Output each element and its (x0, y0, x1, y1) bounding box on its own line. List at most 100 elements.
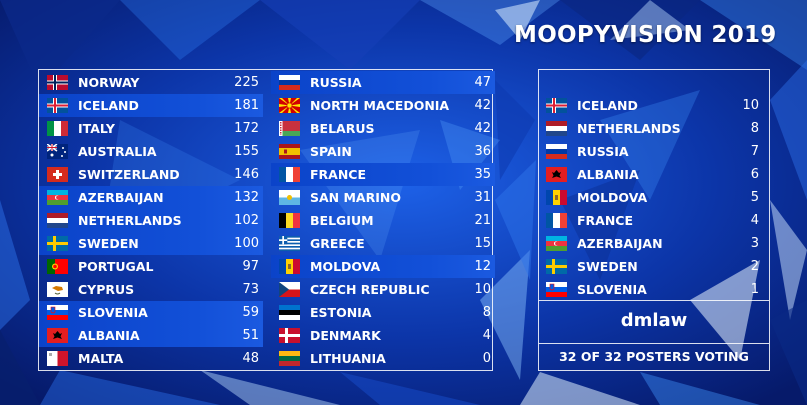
scoreboard-row: DENMARK 4 (271, 324, 495, 347)
malta-flag-icon (47, 351, 68, 366)
russia-flag-icon (279, 75, 300, 90)
scoreboard-row: 7RUSSIA47 (271, 71, 495, 94)
estonia-flag-icon (279, 305, 300, 320)
scoreboard-row: GREECE 15 (271, 232, 495, 255)
belgium-flag-icon (279, 213, 300, 228)
points-given-row: MOLDOVA 5 (539, 186, 769, 209)
country-name: LITHUANIA (310, 351, 386, 366)
netherlands-flag-icon (47, 213, 68, 228)
italy-flag-icon (47, 121, 68, 136)
country-name: ICELAND (78, 98, 139, 113)
country-name: NORTH MACEDONIA (310, 98, 450, 113)
iceland-flag-icon (47, 98, 68, 113)
points-given-row: ICELAND 10 (539, 94, 769, 117)
total-score: 15 (474, 236, 491, 251)
scoreboard-row: 1SLOVENIA59 (39, 301, 263, 324)
country-name: NETHERLANDS (577, 121, 681, 136)
scoreboard-row: 10ICELAND181 (39, 94, 263, 117)
total-score: 59 (242, 305, 259, 320)
total-score: 47 (474, 75, 491, 90)
points-given-row: ALBANIA 6 (539, 163, 769, 186)
voting-panel: ICELAND 10 NETHERLANDS 8 RUSSIA 7 ALBANIA 6 MOLD… (538, 69, 770, 371)
total-score: 42 (474, 121, 491, 136)
scoreboard-row: 4FRANCE35 (271, 163, 495, 186)
points-given-row: FRANCE 4 (539, 209, 769, 232)
country-name: NORWAY (78, 75, 140, 90)
points-value: 10 (742, 98, 759, 113)
scoreboard-row: MALTA 48 (39, 347, 263, 370)
czech-republic-flag-icon (279, 282, 300, 297)
denmark-flag-icon (279, 328, 300, 343)
total-score: 10 (474, 282, 491, 297)
country-name: ITALY (78, 121, 115, 136)
country-name: GREECE (310, 236, 365, 251)
page-title: MOOPYVISION 2019 (514, 22, 777, 48)
points-value: 7 (750, 144, 759, 159)
country-name: SPAIN (310, 144, 352, 159)
country-name: AUSTRALIA (78, 144, 157, 159)
scoreboard-row: CYPRUS 73 (39, 278, 263, 301)
total-score: 97 (242, 259, 259, 274)
country-name: RUSSIA (577, 144, 629, 159)
country-name: MALTA (78, 351, 124, 366)
scoreboard-row: SAN MARINO 31 (271, 186, 495, 209)
cyprus-flag-icon (47, 282, 68, 297)
scoreboard-column-right: 7RUSSIA47NORTH MACEDONIA42BELARUS42SPAIN… (271, 71, 495, 370)
sweden-flag-icon (47, 236, 68, 251)
points-value: 2 (750, 259, 759, 274)
belarus-flag-icon (279, 121, 300, 136)
france-flag-icon (546, 213, 567, 228)
total-score: 132 (234, 190, 259, 205)
points-value: 5 (750, 190, 759, 205)
divider (539, 300, 769, 301)
total-score: 146 (234, 167, 259, 182)
scoreboard-row: BELGIUM 21 (271, 209, 495, 232)
total-score: 42 (474, 98, 491, 113)
country-name: BELARUS (310, 121, 375, 136)
country-name: RUSSIA (310, 75, 362, 90)
total-score: 100 (234, 236, 259, 251)
scoreboard-panel: NORWAY 225 10 ICELAND 181 ITALY 172 AUSTRALIA 15… (38, 69, 495, 371)
scoreboard-row: NORTH MACEDONIA 42 (271, 94, 495, 117)
voter-name: dmlaw (620, 310, 688, 331)
scoreboard-row: CZECH REPUBLIC 10 (271, 278, 495, 301)
country-name: ALBANIA (577, 167, 639, 182)
total-score: 225 (234, 75, 259, 90)
scoreboard-row: BELARUS 42 (271, 117, 495, 140)
total-score: 73 (242, 282, 259, 297)
total-score: 102 (234, 213, 259, 228)
country-name: SWEDEN (577, 259, 638, 274)
country-name: SAN MARINO (310, 190, 401, 205)
country-name: ICELAND (577, 98, 638, 113)
total-score: 36 (474, 144, 491, 159)
australia-flag-icon (47, 144, 68, 159)
scoreboard-row: AUSTRALIA 155 (39, 140, 263, 163)
russia-flag-icon (546, 144, 567, 159)
voting-status: 32 OF 32 POSTERS VOTING (559, 349, 749, 364)
country-name: CYPRUS (78, 282, 135, 297)
points-given-row: SWEDEN 2 (539, 255, 769, 278)
points-given-list: ICELAND 10 NETHERLANDS 8 RUSSIA 7 ALBANIA 6 MOLD… (539, 94, 769, 301)
lithuania-flag-icon (279, 351, 300, 366)
points-value: 4 (750, 213, 759, 228)
albania-flag-icon (47, 328, 68, 343)
country-name: SLOVENIA (577, 282, 647, 297)
country-name: MOLDOVA (577, 190, 648, 205)
country-name: BELGIUM (310, 213, 374, 228)
switzerland-flag-icon (47, 167, 68, 182)
total-score: 35 (474, 167, 491, 182)
north-macedonia-flag-icon (279, 98, 300, 113)
country-name: AZERBAIJAN (577, 236, 663, 251)
norway-flag-icon (47, 75, 68, 90)
total-score: 155 (234, 144, 259, 159)
country-name: ALBANIA (78, 328, 140, 343)
scoreboard-row: SWITZERLAND 146 (39, 163, 263, 186)
points-given-row: RUSSIA 7 (539, 140, 769, 163)
country-name: CZECH REPUBLIC (310, 282, 430, 297)
greece-flag-icon (279, 236, 300, 251)
country-name: MOLDOVA (310, 259, 381, 274)
scoreboard-row: PORTUGAL 97 (39, 255, 263, 278)
country-name: ESTONIA (310, 305, 372, 320)
moldova-flag-icon (546, 190, 567, 205)
scoreboard-row: NORWAY 225 (39, 71, 263, 94)
